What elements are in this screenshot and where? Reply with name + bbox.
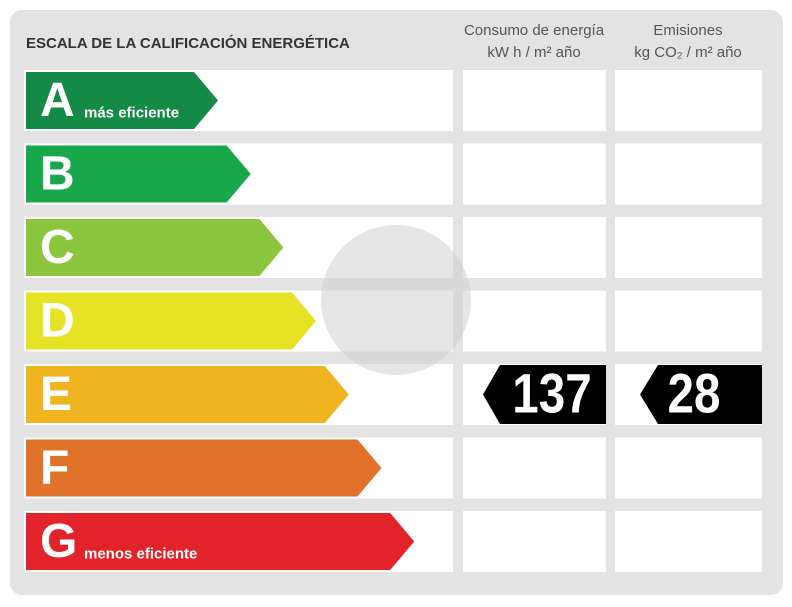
column-header: Emisiones — [653, 22, 722, 39]
emissions-value: 28 — [668, 363, 721, 425]
rating-arrow — [26, 513, 415, 570]
emissions-cell — [615, 143, 762, 205]
value-badge — [483, 365, 606, 424]
consumption-cell — [463, 290, 606, 352]
consumption-value: 137 — [512, 363, 591, 425]
watermark — [321, 225, 471, 375]
rating-letter: D — [40, 295, 75, 348]
rating-label: más eficiente — [84, 104, 179, 121]
rating-letter: G — [40, 515, 77, 568]
rating-arrow — [26, 366, 349, 423]
consumption-cell — [463, 217, 606, 278]
emissions-cell — [615, 290, 762, 352]
rating-letter: C — [40, 221, 75, 274]
rating-arrow — [26, 145, 251, 203]
rating-letter: E — [40, 368, 72, 421]
emissions-cell — [615, 511, 762, 572]
values: 137 28 — [483, 363, 762, 425]
column-unit: kW h / m² año — [487, 44, 580, 61]
rating-arrow — [26, 292, 317, 350]
rating-letter: B — [40, 148, 75, 201]
consumption-cell — [463, 437, 606, 499]
emissions-cell — [615, 70, 762, 131]
value-badge — [640, 365, 762, 424]
emissions-cell — [615, 217, 762, 278]
column-header: Consumo de energía — [464, 22, 605, 39]
rating-arrow — [26, 219, 284, 276]
rating-letter: F — [40, 442, 69, 495]
rating-arrow — [26, 72, 218, 129]
consumption-cell — [463, 143, 606, 205]
emissions-cell — [615, 437, 762, 499]
title: ESCALA DE LA CALIFICACIÓN ENERGÉTICA — [26, 34, 350, 52]
rating-arrow — [26, 439, 382, 497]
rating-letter: A — [40, 74, 75, 127]
consumption-cell — [463, 70, 606, 131]
consumption-cell — [463, 511, 606, 572]
rating-label: menos eficiente — [84, 545, 197, 562]
column-unit: kg CO₂ / m² año — [634, 44, 742, 61]
